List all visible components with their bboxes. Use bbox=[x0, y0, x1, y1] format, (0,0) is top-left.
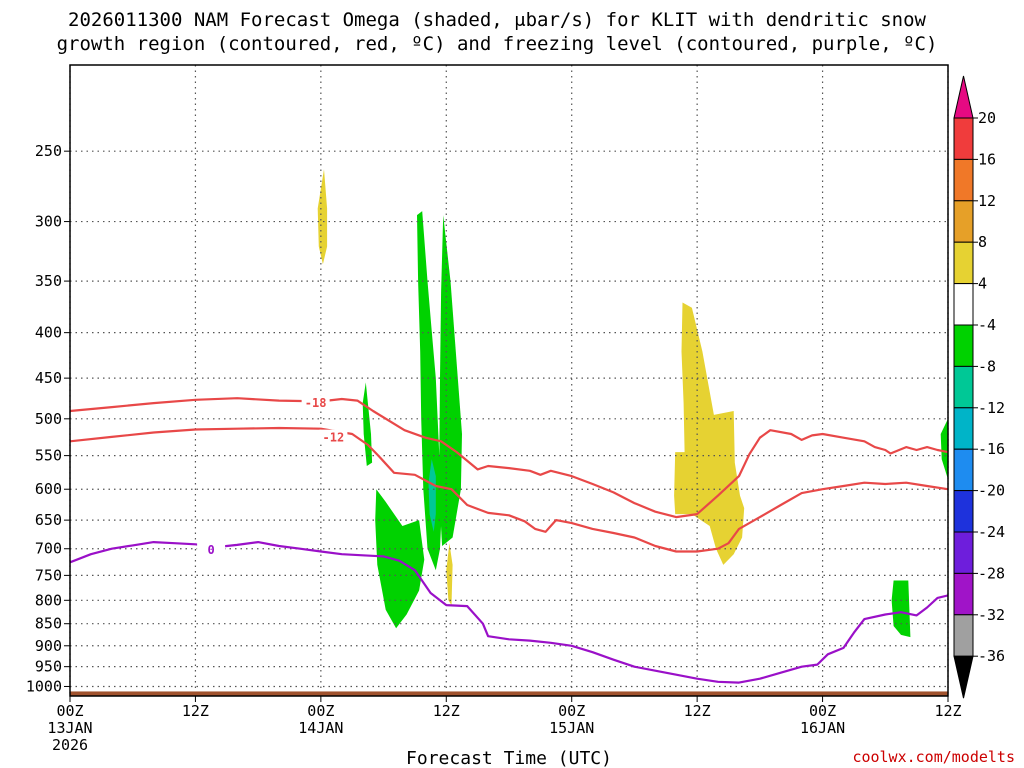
colorbar-label: 20 bbox=[978, 109, 996, 127]
colorbar-segment bbox=[953, 490, 974, 533]
omega-shaded-region bbox=[317, 169, 328, 265]
colorbar-label: -4 bbox=[978, 316, 996, 334]
contour-layer: -18 -12 0 bbox=[70, 395, 948, 684]
x-tick-label: 12Z bbox=[182, 702, 209, 720]
colorbar-segment bbox=[953, 324, 974, 367]
colorbar-label: 4 bbox=[978, 275, 987, 293]
plot-frame bbox=[69, 64, 949, 697]
y-tick-label: 950 bbox=[35, 658, 62, 676]
omega-shaded-region bbox=[446, 543, 453, 606]
colorbar-segment bbox=[953, 448, 974, 492]
y-tick-label: 250 bbox=[35, 142, 62, 160]
y-tick-label: 450 bbox=[35, 369, 62, 387]
y-tick-label: 600 bbox=[35, 480, 62, 498]
chart-title-line-1: 2026011300 NAM Forecast Omega (shaded, μ… bbox=[68, 9, 926, 31]
colorbar-segment bbox=[953, 200, 974, 243]
colorbar-segment bbox=[953, 365, 974, 409]
x-tick-label: 12Z bbox=[684, 702, 711, 720]
contour-label-background bbox=[197, 541, 226, 557]
grid-layer bbox=[69, 65, 949, 696]
colorbar-label: -12 bbox=[978, 399, 1005, 417]
y-tick-label: 700 bbox=[35, 540, 62, 558]
surface-layer bbox=[70, 691, 948, 696]
omega-shaded-region bbox=[428, 459, 436, 532]
colorbar-label: 12 bbox=[978, 192, 996, 210]
omega-shaded-region bbox=[439, 215, 462, 546]
omega-shaded-region bbox=[891, 580, 911, 638]
colorbar-segment bbox=[953, 158, 974, 202]
x-tick-label: 00Z bbox=[809, 702, 836, 720]
chart-title-line-2: growth region (contoured, red, ºC) and f… bbox=[57, 33, 938, 55]
x-tick-label: 13JAN bbox=[47, 719, 92, 737]
colorbar-segment bbox=[953, 531, 974, 574]
colorbar-bottom-triangle bbox=[953, 655, 974, 699]
y-tick-label: 650 bbox=[35, 511, 62, 529]
colorbar-label: -20 bbox=[978, 482, 1005, 500]
contour-label: -18 bbox=[305, 396, 327, 410]
colorbar-label: -16 bbox=[978, 440, 1005, 458]
x-tick-label: 00Z bbox=[558, 702, 585, 720]
y-tick-label: 800 bbox=[35, 591, 62, 609]
y-axis-ticks: 250 300 350 400 450 500 550 600 650 700 750 800 850 9… bbox=[26, 142, 70, 695]
omega-shaded-region bbox=[940, 418, 948, 480]
colorbar-segment bbox=[953, 241, 974, 285]
x-axis-title: Forecast Time (UTC) bbox=[406, 748, 612, 768]
y-tick-label: 300 bbox=[35, 213, 62, 231]
x-tick-label: 00Z bbox=[56, 702, 83, 720]
colorbar-top-triangle bbox=[953, 75, 974, 119]
y-tick-label: 350 bbox=[35, 272, 62, 290]
omega-shaded-region bbox=[362, 382, 373, 466]
omega-shaded-region bbox=[417, 211, 443, 571]
colorbar-segment bbox=[953, 614, 974, 657]
y-tick-label: 900 bbox=[35, 637, 62, 655]
contour-label-background bbox=[301, 395, 330, 411]
colorbar-label: -36 bbox=[978, 647, 1005, 665]
contour-label: 0 bbox=[207, 543, 214, 557]
colorbar-label: -24 bbox=[978, 523, 1005, 541]
y-tick-label: 550 bbox=[35, 447, 62, 465]
omega-shaded-region bbox=[674, 302, 745, 565]
colorbar-segment bbox=[953, 117, 974, 160]
colorbar-label: 16 bbox=[978, 150, 996, 168]
y-tick-label: 1000 bbox=[26, 677, 62, 695]
y-tick-label: 850 bbox=[35, 615, 62, 633]
x-tick-label: 16JAN bbox=[800, 719, 845, 737]
x-tick-label: 00Z bbox=[307, 702, 334, 720]
x-tick-label: 12Z bbox=[934, 702, 961, 720]
omega-shaded-region bbox=[375, 489, 425, 629]
colorbar: 20 16 12 8 4 -4 -8 -12 -16 -20 -24 -28 -32 -36 bbox=[953, 75, 1005, 699]
colorbar-label: 8 bbox=[978, 233, 987, 251]
credit-text: coolwx.com/modelts bbox=[852, 748, 1015, 766]
contour-label-background bbox=[319, 429, 348, 445]
omega-shading-layer bbox=[317, 169, 948, 638]
contour-line bbox=[70, 426, 948, 553]
colorbar-segment bbox=[953, 407, 974, 450]
contour-line bbox=[70, 397, 948, 519]
x-tick-label: 14JAN bbox=[298, 719, 343, 737]
colorbar-label: -28 bbox=[978, 564, 1005, 582]
y-tick-label: 400 bbox=[35, 324, 62, 342]
contour-label: -12 bbox=[323, 431, 345, 445]
x-tick-label: 2026 bbox=[52, 736, 88, 754]
y-tick-label: 750 bbox=[35, 566, 62, 584]
x-tick-label: 15JAN bbox=[549, 719, 594, 737]
ground-surface bbox=[70, 691, 948, 696]
colorbar-segment bbox=[953, 572, 974, 616]
contour-line bbox=[70, 540, 948, 684]
y-tick-label: 500 bbox=[35, 410, 62, 428]
x-tick-label: 12Z bbox=[433, 702, 460, 720]
colorbar-segment bbox=[953, 283, 974, 326]
colorbar-label: -32 bbox=[978, 606, 1005, 624]
colorbar-label: -8 bbox=[978, 357, 996, 375]
